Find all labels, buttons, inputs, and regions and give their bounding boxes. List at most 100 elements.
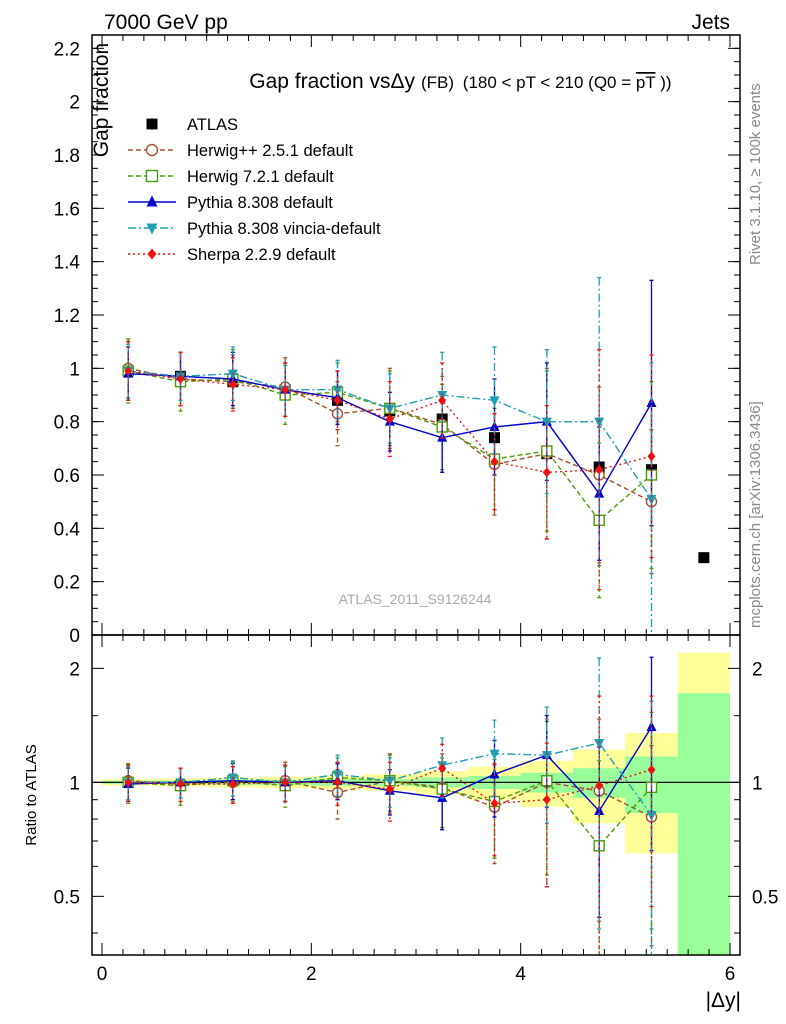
data-point bbox=[333, 395, 342, 406]
legend-entry-pythia-8-308-default: Pythia 8.308 default bbox=[128, 194, 333, 212]
legend-entry-herwig-2-5-1-default: Herwig++ 2.5.1 default bbox=[128, 142, 353, 160]
ratio-panel: 0.5 0.5 1 1 2 2 0 2 4 6 Ratio to ATLAS |Δy| bbox=[23, 634, 778, 1012]
ratio-point bbox=[646, 721, 657, 732]
data-point bbox=[489, 421, 500, 431]
ratio-frame bbox=[91, 634, 741, 956]
data-point bbox=[124, 366, 133, 376]
ratio-point bbox=[594, 805, 605, 816]
legend-entry-pythia-8-308-vincia-default: Pythia 8.308 vincia-default bbox=[128, 220, 381, 238]
legend-label: Pythia 8.308 vincia-default bbox=[187, 220, 381, 238]
series-line bbox=[128, 367, 652, 503]
main-ytick-label: 1.6 bbox=[54, 199, 80, 220]
legend-label: Herwig++ 2.5.1 default bbox=[187, 142, 353, 160]
legend-entry-herwig-7-2-1-default: Herwig 7.2.1 default bbox=[128, 168, 334, 186]
ratio-ytick-label-right: 2 bbox=[752, 659, 763, 680]
legend-marker bbox=[146, 223, 158, 235]
ratio-point bbox=[647, 764, 656, 775]
main-panel: 0 0.2 0.4 0.6 0.8 1 1.2 1.4 1.6 1.8 2 2.2 Gap fract… bbox=[54, 34, 741, 647]
ratio-point bbox=[228, 779, 237, 790]
main-ylabel: Gap fraction bbox=[90, 43, 113, 157]
ratio-series-layer bbox=[122, 656, 658, 955]
legend-label: ATLAS bbox=[187, 116, 238, 134]
ratio-point bbox=[595, 780, 604, 791]
ratio-point bbox=[490, 798, 499, 809]
mcplots-label: mcplots.cern.ch [arXiv:1306.3436] bbox=[747, 401, 764, 628]
chart-title-range-text: (180 < pT < 210 (Q0 = bbox=[463, 73, 631, 92]
chart-title-tag: (FB) bbox=[421, 73, 454, 92]
ratio-ylabel: Ratio to ATLAS bbox=[23, 744, 40, 845]
rivet-version-label: Rivet 3.1.10, ≥ 100k events bbox=[747, 83, 764, 265]
chart-title-main: Gap fraction vsΔy bbox=[249, 70, 415, 93]
main-series-layer bbox=[122, 277, 710, 636]
ratio-point bbox=[646, 810, 657, 821]
data-point bbox=[542, 467, 551, 478]
data-point bbox=[438, 395, 447, 406]
main-ytick-label: 1.2 bbox=[54, 306, 80, 327]
legend-entry-atlas: ATLAS bbox=[146, 116, 238, 134]
ratio-point bbox=[437, 791, 448, 802]
ratio-ytick-label-right: 1 bbox=[752, 773, 763, 794]
chart-title-close: )) bbox=[660, 73, 671, 92]
main-ytick-label: 0.6 bbox=[54, 466, 80, 487]
series-sherpa-2-2-9-default bbox=[124, 341, 656, 591]
data-point bbox=[176, 374, 185, 384]
ratio-point bbox=[176, 779, 185, 790]
ratio-point bbox=[489, 749, 500, 760]
chart-title: Gap fraction vsΔy bbox=[249, 70, 415, 93]
ratio-point bbox=[384, 776, 395, 787]
data-point bbox=[332, 385, 343, 396]
ratio-series-sherpa-2-2-9-default bbox=[124, 695, 656, 955]
ratio-uncertainty-bands bbox=[102, 652, 730, 955]
ratio-point bbox=[281, 777, 290, 788]
x-axis-label: |Δy| bbox=[706, 989, 741, 1012]
legend-marker bbox=[146, 118, 158, 130]
header-energy-label: 7000 GeV pp bbox=[104, 11, 228, 34]
legend-label: Pythia 8.308 default bbox=[187, 194, 333, 212]
main-ytick-label: 0.4 bbox=[54, 519, 81, 540]
analysis-label: ATLAS_2011_S9126244 bbox=[339, 591, 492, 607]
main-ytick-label: 1.8 bbox=[54, 146, 80, 167]
legend-label: Herwig 7.2.1 default bbox=[187, 168, 334, 186]
ratio-ytick-label: 1 bbox=[69, 773, 80, 794]
ratio-point bbox=[333, 777, 342, 788]
data-point bbox=[647, 451, 656, 462]
xtick-label: 6 bbox=[725, 964, 736, 985]
main-ytick-label: 1.4 bbox=[54, 253, 81, 274]
ratio-point bbox=[332, 770, 343, 781]
ratio-ytick-label: 0.5 bbox=[54, 887, 80, 908]
data-point bbox=[385, 414, 394, 424]
data-point bbox=[384, 404, 395, 415]
legend-marker bbox=[146, 195, 158, 207]
main-ytick-label: 2.2 bbox=[54, 39, 80, 60]
main-axis: 0 0.2 0.4 0.6 0.8 1 1.2 1.4 1.6 1.8 2 2.2 bbox=[54, 34, 740, 647]
header-jets-label: Jets bbox=[691, 11, 730, 34]
data-point bbox=[595, 464, 604, 475]
ratio-point bbox=[594, 739, 605, 750]
ratio-point bbox=[438, 763, 447, 774]
ratio-ytick-label: 2 bbox=[69, 659, 80, 680]
xtick-label: 2 bbox=[306, 964, 317, 985]
legend-label: Sherpa 2.2.9 default bbox=[187, 246, 336, 264]
chart-title-range: (FB) (180 < pT < 210 (Q0 = pT )) bbox=[421, 73, 672, 92]
legend-marker bbox=[145, 143, 159, 157]
legend-marker bbox=[147, 248, 157, 260]
data-point bbox=[490, 456, 499, 467]
stat-uncertainty-band bbox=[677, 693, 730, 955]
main-ytick-label: 0.8 bbox=[54, 413, 80, 434]
data-point bbox=[489, 396, 500, 407]
data-point bbox=[228, 379, 237, 390]
chart-title-overline: pT bbox=[636, 73, 656, 92]
ratio-ytick-label-right: 0.5 bbox=[752, 887, 778, 908]
data-point bbox=[698, 552, 710, 564]
main-ytick-label: 1 bbox=[69, 359, 80, 380]
data-point bbox=[281, 384, 290, 395]
ratio-point bbox=[542, 794, 551, 805]
data-point bbox=[594, 417, 605, 428]
xtick-label: 0 bbox=[97, 964, 108, 985]
main-ytick-label: 0 bbox=[69, 626, 80, 647]
legend-entry-sherpa-2-2-9-default: Sherpa 2.2.9 default bbox=[128, 246, 336, 264]
legend: ATLAS Herwig++ 2.5.1 default Herwig 7.2.1 … bbox=[128, 116, 381, 264]
ratio-point bbox=[385, 784, 394, 795]
ratio-point bbox=[541, 751, 552, 762]
